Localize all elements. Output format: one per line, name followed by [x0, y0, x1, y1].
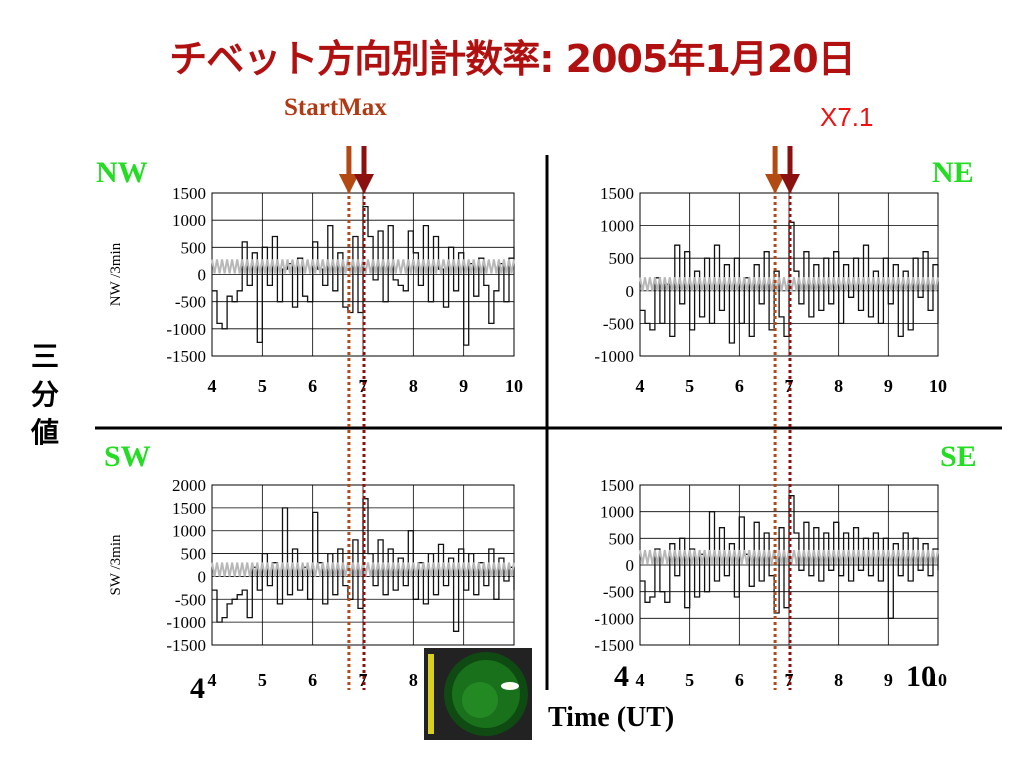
y-tick-label: -1000 — [594, 609, 634, 628]
x-tick-label: 10 — [505, 376, 523, 396]
max-arrow-head — [354, 174, 375, 194]
x-tick-label: 4 — [636, 376, 645, 396]
y-tick-label: 1000 — [172, 522, 206, 541]
solar-image-thumbnail — [424, 648, 532, 740]
chart-title: チベット方向別計数率: 2005年1月20日 — [169, 37, 856, 81]
start-arrow-head — [338, 174, 359, 194]
y-tick-label: 1500 — [172, 499, 206, 518]
time-axis-label: Time (UT) — [548, 702, 675, 733]
side-label-char: 値 — [30, 416, 59, 449]
y-tick-label: 1500 — [600, 476, 634, 495]
x-tick-label: 6 — [735, 376, 744, 396]
x-tick-label: 6 — [308, 670, 317, 690]
y-tick-label: -500 — [175, 293, 206, 312]
x-tick-label: 4 — [208, 670, 217, 690]
series-reference-band — [639, 277, 939, 292]
solar-disk-graphic — [424, 648, 532, 740]
y-tick-label: 500 — [181, 238, 207, 257]
series-reference-band — [211, 259, 515, 274]
x-tick-label: 4 — [636, 670, 645, 690]
start-arrow-head — [765, 174, 786, 194]
x-tick-label: 5 — [258, 670, 267, 690]
quadrant-label-se: SE — [940, 440, 977, 473]
y-tick-label: 1000 — [172, 211, 206, 230]
y-tick-label: 1000 — [600, 503, 634, 522]
quadrant-label-sw: SW — [104, 440, 151, 473]
y-tick-label: 1000 — [600, 217, 634, 236]
x-tick-label: 7 — [785, 376, 794, 396]
x-tick-label: 8 — [834, 670, 843, 690]
x-tick-label: 6 — [735, 670, 744, 690]
y-tick-label: 0 — [626, 282, 635, 301]
series-count-rate — [212, 205, 515, 346]
max-arrow-head — [779, 174, 800, 194]
x-tick-label: 8 — [834, 376, 843, 396]
x-tick-label: 9 — [884, 376, 893, 396]
big-tick-right-start: 4 — [614, 660, 629, 693]
x-tick-label: 8 — [409, 376, 418, 396]
y-tick-label: 2000 — [172, 476, 206, 495]
x-tick-label: 7 — [785, 670, 794, 690]
y-tick-label: -500 — [603, 583, 634, 602]
quadrant-label-ne: NE — [932, 156, 974, 189]
y-axis-title: NW /3min — [108, 242, 124, 306]
flare-class-label: X7.1 — [820, 102, 874, 132]
side-label-char: 分 — [30, 378, 59, 411]
x-tick-label: 5 — [258, 376, 267, 396]
y-tick-label: -1000 — [594, 347, 634, 366]
side-label: 三 分 値 — [30, 338, 60, 452]
x-tick-label: 9 — [459, 376, 468, 396]
y-tick-label: 500 — [609, 249, 635, 268]
x-tick-label: 6 — [308, 376, 317, 396]
y-tick-label: -1000 — [166, 320, 206, 339]
y-tick-label: 1500 — [600, 184, 634, 203]
big-tick-right-end: 10 — [906, 660, 936, 693]
y-tick-label: 0 — [198, 567, 207, 586]
y-tick-label: 0 — [626, 556, 635, 575]
y-tick-label: -1500 — [594, 636, 634, 655]
x-tick-label: 10 — [929, 376, 947, 396]
x-tick-label: 5 — [685, 376, 694, 396]
y-tick-label: -1000 — [166, 613, 206, 632]
y-tick-label: -1500 — [166, 636, 206, 655]
y-tick-label: 1500 — [172, 184, 206, 203]
y-tick-label: 0 — [198, 266, 207, 285]
x-tick-label: 4 — [208, 376, 217, 396]
quadrant-label-nw: NW — [96, 156, 148, 189]
y-axis-title: SW /3min — [108, 534, 124, 595]
x-tick-label: 8 — [409, 670, 418, 690]
x-tick-label: 9 — [884, 670, 893, 690]
x-tick-label: 5 — [685, 670, 694, 690]
x-tick-label: 7 — [359, 670, 368, 690]
y-tick-label: -1500 — [166, 347, 206, 366]
series-count-rate — [640, 495, 939, 619]
y-tick-label: 500 — [609, 529, 635, 548]
y-tick-label: -500 — [603, 314, 634, 333]
markers-layer — [338, 146, 800, 690]
y-tick-label: 500 — [181, 545, 207, 564]
start-max-label: StartMax — [284, 94, 387, 121]
side-label-char: 三 — [30, 340, 59, 373]
y-tick-label: -500 — [175, 590, 206, 609]
big-tick-left-start: 4 — [190, 672, 205, 705]
x-tick-label: 7 — [359, 376, 368, 396]
x-tick-label: 10 — [929, 670, 947, 690]
